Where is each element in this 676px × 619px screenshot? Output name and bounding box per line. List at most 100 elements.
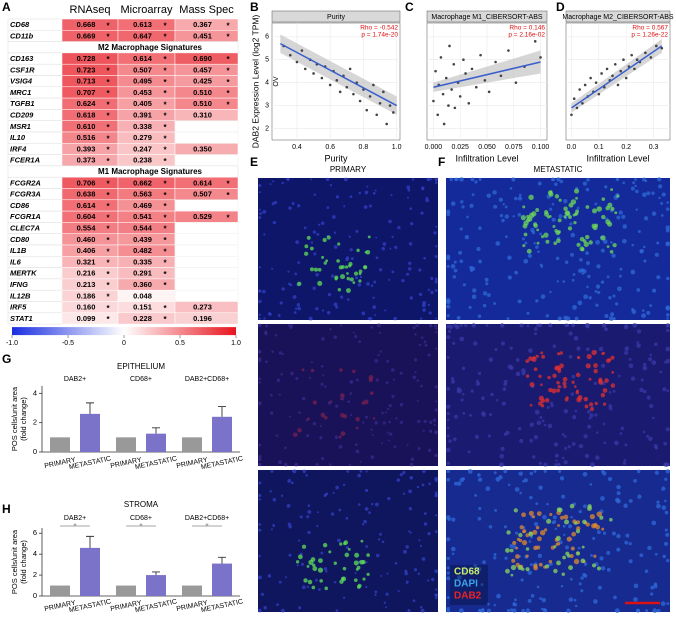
cell-spot <box>335 305 339 309</box>
cell-spot <box>616 547 621 552</box>
cell-spot <box>297 554 303 560</box>
cell-spot <box>355 229 359 233</box>
cell-spot <box>577 268 583 274</box>
cell-spot <box>420 384 423 388</box>
cell-value: 0.713 <box>77 77 96 86</box>
group-label: DAB2+ <box>64 515 86 522</box>
cell-spot <box>374 590 378 594</box>
data-point <box>605 67 609 71</box>
cell-spot <box>346 276 350 281</box>
data-point <box>589 76 592 80</box>
data-point <box>649 56 653 59</box>
colorbar-tick-label: 0.5 <box>175 340 185 347</box>
cell-spot <box>660 601 666 607</box>
significance-star: * <box>163 191 167 200</box>
cell-spot <box>541 354 546 359</box>
cell-spot <box>569 577 573 581</box>
cell-value: 0.350 <box>193 144 212 153</box>
cell-spot <box>598 346 604 352</box>
cell-spot <box>600 392 606 398</box>
cell-spot <box>327 293 332 297</box>
cell-spot <box>583 294 589 300</box>
cell-spot <box>546 502 549 506</box>
cell-spot <box>390 193 393 197</box>
cell-spot <box>446 418 450 422</box>
significance-star: * <box>106 134 110 143</box>
data-point <box>372 83 375 87</box>
cell-spot <box>606 567 611 572</box>
bar <box>80 547 100 596</box>
cell-spot <box>410 457 415 461</box>
cell-spot <box>258 381 261 384</box>
cell-spot <box>329 400 333 403</box>
cell-spot <box>446 571 450 575</box>
cell-spot <box>325 492 329 496</box>
cell-spot <box>611 370 614 374</box>
cell-spot <box>509 346 513 350</box>
cell-spot <box>281 181 284 185</box>
cell-spot <box>313 252 317 256</box>
cell-spot <box>344 552 350 558</box>
cell-spot <box>264 330 268 334</box>
cell-spot <box>539 597 542 600</box>
cell-spot <box>666 201 670 204</box>
cell-spot <box>342 596 346 599</box>
cell-spot <box>559 363 564 369</box>
y-tick-label: 4 <box>33 549 37 558</box>
cell-spot <box>366 185 369 188</box>
cell-spot <box>633 583 639 589</box>
error-bar <box>218 406 226 417</box>
cell-spot <box>312 421 317 426</box>
cell-spot <box>535 354 539 358</box>
cell-spot <box>616 194 620 198</box>
cell-spot <box>571 374 576 379</box>
cell-spot <box>665 313 670 317</box>
cell-spot <box>644 179 648 183</box>
cell-spot <box>519 438 524 443</box>
cell-spot <box>517 427 522 431</box>
cell-spot <box>297 428 302 433</box>
cell-spot <box>647 545 652 551</box>
cell-spot <box>525 547 530 551</box>
cell-spot <box>652 608 658 613</box>
cell-spot <box>618 210 623 215</box>
cell-spot <box>315 272 319 277</box>
cell-spot <box>584 404 589 409</box>
cell-spot <box>562 280 566 283</box>
significance-star: * <box>139 521 143 531</box>
cell-spot <box>515 554 520 559</box>
cell-spot <box>552 373 557 379</box>
cell-spot <box>322 374 325 377</box>
data-point <box>335 79 339 82</box>
cell-spot <box>612 390 616 393</box>
cell-spot <box>536 545 541 550</box>
cell-spot <box>258 350 262 354</box>
cell-value: 0.279 <box>133 133 152 142</box>
cell-spot <box>571 531 577 537</box>
data-point <box>385 122 389 126</box>
cell-spot <box>608 390 612 394</box>
cell-spot <box>576 346 581 351</box>
significance-star: * <box>163 236 167 245</box>
cell-spot <box>540 235 545 239</box>
cell-spot <box>509 543 514 548</box>
cell-spot <box>646 395 651 400</box>
cell-spot <box>301 368 305 372</box>
cell-spot <box>270 393 273 397</box>
data-point <box>388 104 392 107</box>
cell-spot <box>498 197 504 202</box>
cell-spot <box>316 233 320 236</box>
cell-spot <box>358 340 362 343</box>
cell-spot <box>524 241 528 245</box>
cell-spot <box>284 446 287 450</box>
gene-name: IRF4 <box>10 144 27 153</box>
data-point <box>575 106 579 110</box>
cell-spot <box>341 576 347 582</box>
cell-spot <box>570 392 575 396</box>
cell-spot <box>533 563 538 569</box>
cell-spot <box>562 555 567 560</box>
cell-spot <box>416 485 420 489</box>
significance-star: * <box>226 33 230 42</box>
gene-name: FCGR2A <box>10 178 41 187</box>
cell-spot <box>326 177 330 182</box>
